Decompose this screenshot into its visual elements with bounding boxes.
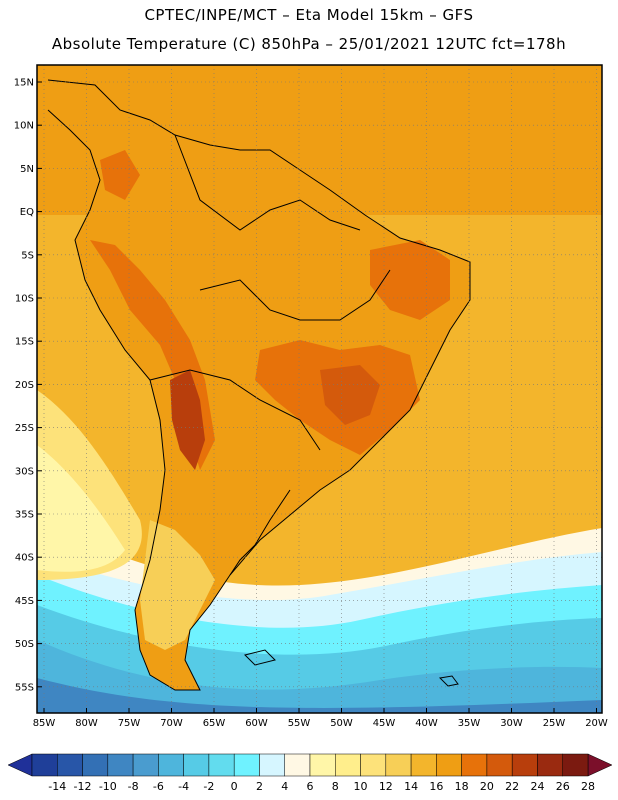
lon-label: 65W — [203, 718, 226, 729]
lat-label: 45S — [15, 596, 34, 607]
colorbar-tick-label: 6 — [307, 780, 314, 793]
colorbar-bin — [208, 753, 235, 777]
colorbar-tick-label: 14 — [404, 780, 418, 793]
colorbar-tick-label: 2 — [256, 780, 263, 793]
colorbar-tick-label: 10 — [354, 780, 368, 793]
colorbar-tick-label: 16 — [429, 780, 443, 793]
lon-label: 30W — [500, 718, 523, 729]
colorbar-bin — [486, 753, 513, 777]
colorbar-ticks: -14 -12 -10 -8 -6 -4 -2 0 2 4 6 8 10 12 14 16 18 20 22 24 26… — [48, 780, 595, 793]
colorbar-bin — [335, 753, 361, 777]
colorbar-tick-label: -4 — [178, 780, 189, 793]
colorbar-bin — [284, 753, 311, 777]
colorbar-bin — [132, 753, 159, 777]
colorbar-under-arrow — [7, 753, 33, 777]
colorbar-bin — [360, 753, 387, 777]
colorbar-over-arrow — [587, 753, 613, 777]
colorbar-bin — [436, 753, 462, 777]
lon-label: 45W — [373, 718, 396, 729]
colorbar-bin — [385, 753, 412, 777]
lat-label: 50S — [15, 639, 34, 650]
lon-label: 25W — [543, 718, 566, 729]
lon-label: 85W — [33, 718, 56, 729]
lon-label: 40W — [415, 718, 438, 729]
lat-label: 35S — [15, 510, 34, 521]
lon-label: 80W — [75, 718, 98, 729]
colorbar-tick-label: -8 — [128, 780, 139, 793]
colorbar-bin — [82, 753, 109, 777]
colorbar-bin — [57, 753, 83, 777]
temperature-field — [37, 65, 602, 713]
shade-south-m6 — [37, 678, 602, 713]
colorbar-bin — [562, 753, 589, 777]
lat-label: 5N — [20, 164, 34, 175]
lon-label: 35W — [458, 718, 481, 729]
colorbar-tick-label: -12 — [74, 780, 92, 793]
colorbar-bin — [309, 753, 336, 777]
colorbar-tick-label: 20 — [480, 780, 494, 793]
lat-label: 55S — [15, 682, 34, 693]
shade-south-m2 — [37, 640, 602, 713]
lat-label: 40S — [15, 553, 34, 564]
shade-hot-colombia — [100, 150, 140, 200]
colorbar-tick-label: 18 — [455, 780, 469, 793]
lat-label: 10N — [14, 121, 34, 132]
colorbar-tick-label: -2 — [203, 780, 214, 793]
colorbar-tick-label: -14 — [48, 780, 66, 793]
colorbar-bin — [107, 753, 134, 777]
colorbar-bin — [233, 753, 260, 777]
lon-label: 75W — [118, 718, 141, 729]
colorbar-tick-label: 22 — [505, 780, 519, 793]
colorbar-tick-label: 0 — [231, 780, 238, 793]
colorbar-tick-label: 12 — [379, 780, 393, 793]
colorbar-bin — [410, 753, 437, 777]
colorbar-tick-label: 8 — [332, 780, 339, 793]
lat-label: 10S — [15, 294, 34, 305]
shade-pacific-10 — [37, 445, 125, 572]
graticule — [37, 65, 602, 713]
colorbar-bin — [511, 753, 538, 777]
colorbar-bin — [183, 753, 210, 777]
shade-patagonia — [140, 520, 215, 650]
lat-label: EQ — [20, 207, 34, 218]
lon-label: 60W — [245, 718, 268, 729]
colorbar-tick-label: -10 — [99, 780, 117, 793]
lat-label: 25S — [15, 423, 34, 434]
lat-label: 20S — [15, 380, 34, 391]
shade-hot-ne-brazil — [370, 240, 450, 320]
colorbar-tick-label: -6 — [153, 780, 164, 793]
longitude-axis: 85W 80W 75W 70W 65W 60W 55W 50W 45W 40W 35W 30W 25W 2… — [33, 708, 608, 729]
colorbar-bin — [158, 753, 184, 777]
lat-label: 15S — [15, 337, 34, 348]
shade-hot-sao-paulo — [320, 365, 380, 425]
map-title-field: Absolute Temperature (C) 850hPa – 25/01/… — [51, 35, 567, 53]
lat-label: 30S — [15, 466, 34, 477]
map-frame — [36, 64, 603, 714]
lon-label: 70W — [160, 718, 183, 729]
lon-label: 55W — [288, 718, 311, 729]
lon-label: 50W — [330, 718, 353, 729]
lat-label: 5S — [21, 250, 34, 261]
shade-continent — [48, 80, 470, 690]
colorbar-tick-label: 26 — [556, 780, 570, 793]
colorbar-bin — [537, 753, 563, 777]
lon-label: 20W — [585, 718, 608, 729]
map-title-model: CPTEC/INPE/MCT – Eta Model 15km – GFS — [144, 6, 474, 24]
colorbar-bin — [31, 753, 58, 777]
colorbar-bin — [461, 753, 488, 777]
colorbar-bin — [259, 753, 285, 777]
colorbar-tick-label: 4 — [281, 780, 288, 793]
shade-hot-chaco — [170, 370, 205, 470]
colorbar-tick-label: 28 — [581, 780, 595, 793]
latitude-axis: 15N 10N 5N EQ 5S 10S 15S 20S 25S 30S 35S 40S 45S 50S 5… — [14, 78, 42, 693]
colorbar-tick-label: 24 — [530, 780, 544, 793]
lat-label: 15N — [14, 78, 34, 89]
colorbar — [7, 753, 613, 777]
